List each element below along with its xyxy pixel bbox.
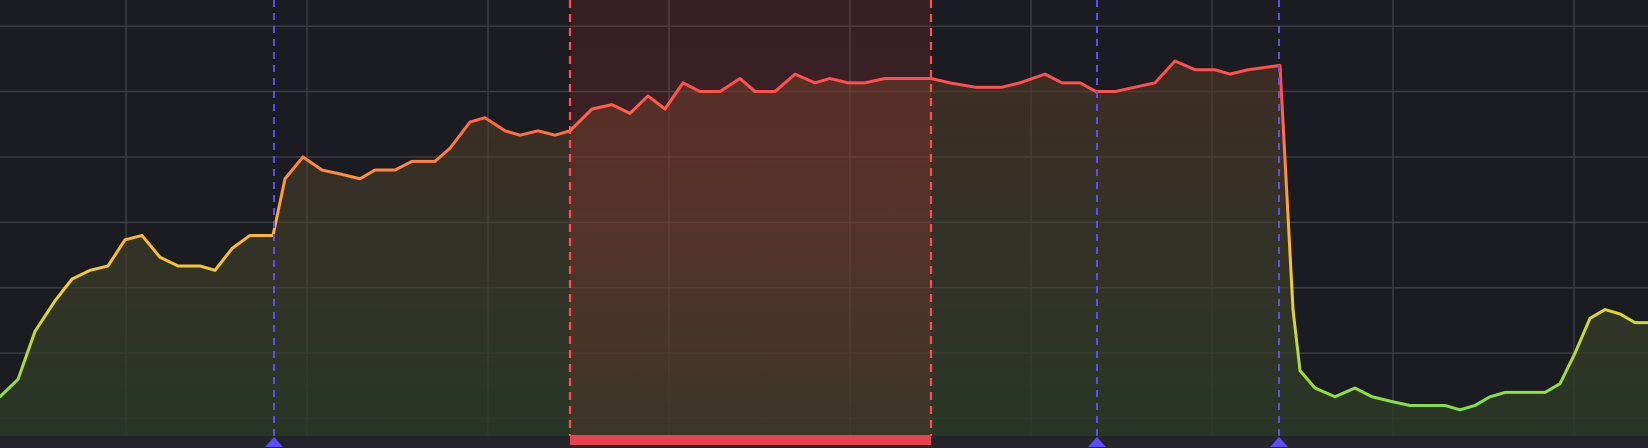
marker-triangle [1270,437,1288,447]
highlight-range-bar [570,435,931,445]
marker-triangle [265,437,283,447]
highlight-region [570,0,931,436]
marker-triangle [1088,437,1106,447]
